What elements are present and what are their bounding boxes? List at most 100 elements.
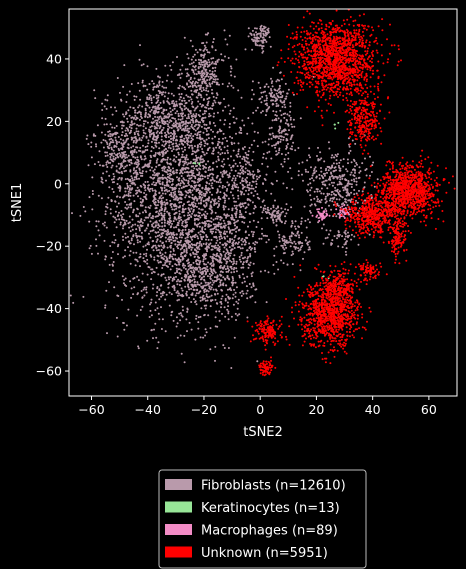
data-point <box>202 285 205 288</box>
data-point <box>161 169 164 172</box>
data-point <box>231 276 234 278</box>
data-point <box>246 132 249 135</box>
data-point <box>198 143 201 145</box>
data-point <box>210 217 213 220</box>
data-point <box>111 139 114 142</box>
data-point <box>221 152 224 154</box>
data-point <box>225 262 228 265</box>
data-point <box>181 142 184 145</box>
data-point <box>339 176 342 179</box>
data-point <box>131 224 134 226</box>
data-point <box>243 216 246 219</box>
data-point <box>206 103 209 106</box>
data-point <box>112 155 115 158</box>
data-point <box>282 210 284 213</box>
data-point <box>198 136 201 139</box>
data-point <box>140 220 143 223</box>
data-point <box>198 275 201 278</box>
data-point <box>214 359 216 362</box>
data-point <box>222 132 225 135</box>
data-point <box>172 248 175 250</box>
data-point <box>266 217 269 220</box>
data-point <box>172 135 175 138</box>
data-point <box>245 236 248 239</box>
data-point <box>278 236 281 239</box>
data-point <box>178 84 181 87</box>
data-point <box>335 159 338 162</box>
data-point <box>284 215 287 218</box>
data-point <box>226 251 229 254</box>
data-point <box>148 316 151 318</box>
data-point <box>146 180 149 183</box>
data-point <box>165 148 168 151</box>
data-point <box>232 279 235 282</box>
data-point <box>324 201 327 204</box>
data-point <box>178 236 181 239</box>
data-point <box>163 145 166 148</box>
data-point <box>163 201 166 204</box>
data-point <box>199 290 202 293</box>
data-point <box>170 92 173 95</box>
data-point <box>315 188 318 191</box>
data-point <box>168 126 171 129</box>
data-point <box>122 239 125 241</box>
data-point <box>137 82 140 85</box>
data-point <box>186 158 189 161</box>
data-point <box>142 211 144 214</box>
data-point <box>122 124 125 127</box>
data-point <box>273 272 276 275</box>
data-point <box>157 273 160 276</box>
data-point <box>121 121 124 124</box>
data-point <box>178 187 181 190</box>
data-point <box>204 215 207 218</box>
data-point <box>112 261 115 263</box>
data-point <box>158 318 161 321</box>
data-point <box>198 207 201 210</box>
data-point <box>237 229 240 232</box>
data-point <box>151 287 154 290</box>
data-point <box>159 183 162 185</box>
data-point <box>240 132 243 134</box>
data-point <box>303 251 306 254</box>
data-point <box>201 238 203 241</box>
data-point <box>297 174 300 177</box>
data-point <box>154 141 156 144</box>
data-point <box>188 99 191 102</box>
data-point <box>167 112 170 115</box>
data-point <box>289 167 292 170</box>
data-point <box>178 312 181 315</box>
data-point <box>217 181 220 184</box>
data-point <box>184 126 187 129</box>
data-point <box>115 141 118 144</box>
data-point <box>338 166 341 169</box>
data-point <box>162 158 165 161</box>
data-point <box>141 221 144 224</box>
data-point <box>95 145 98 148</box>
data-point <box>157 199 160 202</box>
data-point <box>145 286 148 289</box>
data-point <box>355 199 357 202</box>
data-point <box>182 168 184 171</box>
data-point <box>155 165 158 168</box>
data-point <box>90 252 93 255</box>
data-point <box>169 238 171 241</box>
data-point <box>175 280 178 283</box>
data-point <box>181 113 184 116</box>
data-point <box>148 207 151 209</box>
data-point <box>212 281 215 284</box>
data-point <box>201 137 204 140</box>
data-point <box>193 77 196 80</box>
data-point <box>186 224 189 226</box>
data-point <box>308 221 311 224</box>
data-point <box>122 145 125 148</box>
data-point <box>231 238 234 241</box>
data-point <box>208 282 210 285</box>
data-point <box>212 288 215 291</box>
data-point <box>246 316 249 319</box>
data-point <box>232 218 235 221</box>
data-point <box>209 83 211 86</box>
data-point <box>257 131 259 134</box>
data-point <box>181 115 184 118</box>
data-point <box>93 163 96 166</box>
data-point <box>198 115 201 118</box>
